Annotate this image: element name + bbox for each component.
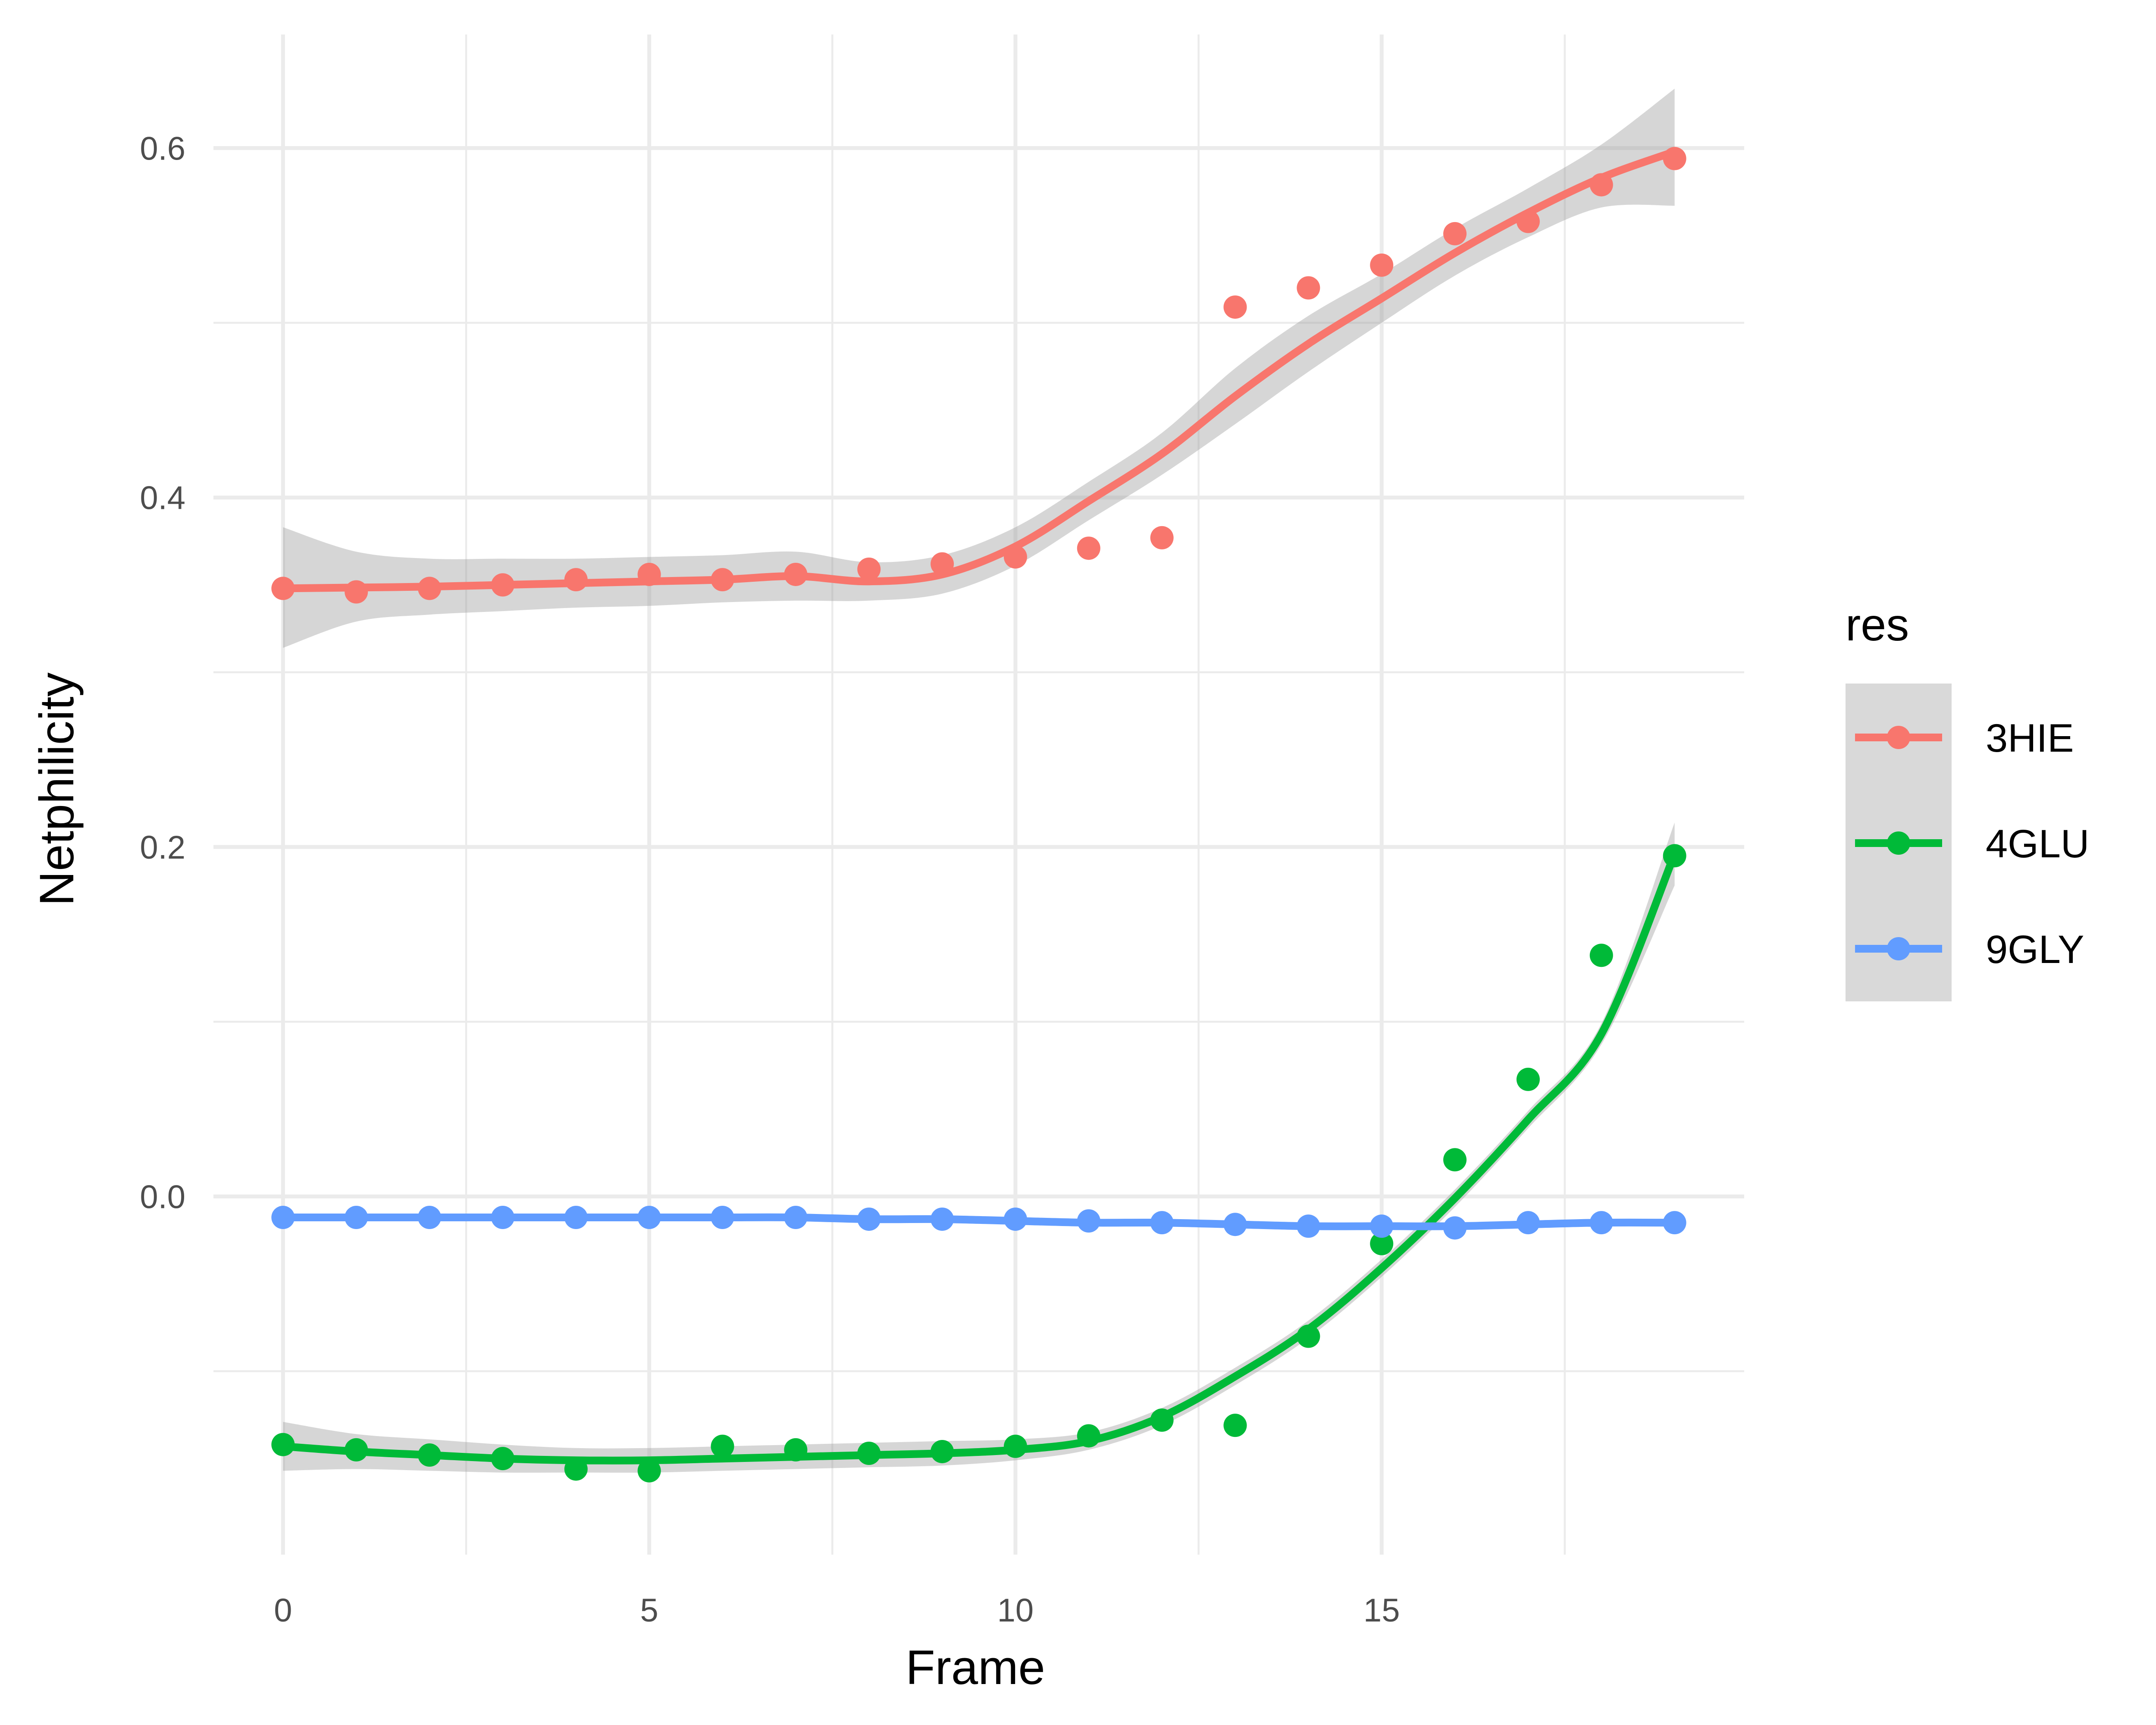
point-4glu	[1443, 1148, 1467, 1172]
point-9gly	[1370, 1214, 1394, 1238]
x-tick-label: 15	[1363, 1592, 1400, 1629]
point-9gly	[1150, 1211, 1174, 1235]
point-3hie	[1589, 173, 1613, 197]
point-3hie	[1663, 147, 1686, 170]
point-9gly	[637, 1206, 661, 1229]
point-9gly	[1003, 1208, 1027, 1231]
point-9gly	[1443, 1216, 1467, 1240]
point-3hie	[1223, 295, 1247, 319]
legend-point-4glu	[1887, 831, 1910, 855]
point-4glu	[711, 1434, 734, 1458]
point-9gly	[931, 1208, 954, 1231]
smooth-lines	[282, 148, 1678, 1465]
point-3hie	[564, 568, 588, 592]
point-4glu	[1516, 1067, 1540, 1091]
point-3hie	[345, 580, 368, 604]
point-4glu	[271, 1433, 295, 1456]
point-4glu	[637, 1459, 661, 1483]
point-3hie	[418, 577, 442, 600]
legend-point-3hie	[1887, 726, 1910, 749]
y-tick-label: 0.0	[140, 1179, 185, 1215]
point-3hie	[1370, 253, 1394, 277]
point-9gly	[1516, 1211, 1540, 1235]
point-4glu	[931, 1440, 954, 1463]
confidence-bands	[283, 88, 1675, 1473]
point-3hie	[1077, 536, 1100, 560]
legend-item-4glu: 4GLU	[1855, 822, 2089, 866]
point-3hie	[1516, 210, 1540, 233]
line-3hie	[283, 148, 1676, 593]
point-9gly	[491, 1206, 514, 1229]
point-4glu	[564, 1457, 588, 1481]
point-3hie	[711, 568, 734, 592]
y-tick-label: 0.2	[140, 829, 185, 866]
y-tick-label: 0.4	[140, 480, 185, 517]
minor-gridlines	[213, 34, 1744, 1555]
point-3hie	[931, 552, 954, 576]
point-9gly	[1589, 1211, 1613, 1235]
point-4glu	[1223, 1414, 1247, 1437]
point-9gly	[1663, 1211, 1686, 1235]
legend: res 3HIE 4GLU 9GLY	[1846, 599, 2089, 1001]
point-4glu	[784, 1438, 808, 1462]
point-4glu	[1370, 1232, 1394, 1255]
y-tick-labels: 0.0 0.2 0.4 0.6	[140, 130, 185, 1215]
x-tick-label: 5	[640, 1592, 658, 1629]
point-3hie	[271, 577, 295, 600]
point-4glu	[1297, 1324, 1320, 1348]
point-3hie	[1297, 276, 1320, 300]
point-3hie	[1003, 545, 1027, 569]
legend-point-9gly	[1887, 937, 1910, 960]
point-4glu	[1003, 1434, 1027, 1458]
y-tick-label: 0.6	[140, 130, 185, 167]
point-4glu	[418, 1443, 442, 1467]
point-3hie	[857, 557, 881, 581]
point-9gly	[1297, 1214, 1320, 1238]
point-9gly	[857, 1208, 881, 1231]
point-4glu	[857, 1442, 881, 1465]
point-9gly	[564, 1206, 588, 1229]
point-9gly	[711, 1206, 734, 1229]
band-4glu	[283, 822, 1675, 1473]
legend-title: res	[1846, 599, 1909, 650]
point-3hie	[784, 562, 808, 586]
point-3hie	[491, 573, 514, 597]
data-points	[271, 147, 1686, 1483]
legend-label-4glu: 4GLU	[1986, 822, 2089, 866]
point-9gly	[418, 1206, 442, 1229]
x-axis-title: Frame	[906, 1640, 1045, 1694]
point-4glu	[491, 1447, 514, 1471]
point-9gly	[1077, 1209, 1100, 1233]
y-axis-title: Netphilicity	[30, 672, 84, 906]
legend-items: 3HIE 4GLU 9GLY	[1855, 716, 2089, 972]
major-gridlines	[213, 34, 1744, 1555]
point-4glu	[345, 1438, 368, 1462]
point-9gly	[784, 1206, 808, 1229]
x-tick-labels: 0 5 10 15	[274, 1592, 1400, 1629]
point-3hie	[1150, 526, 1174, 549]
point-4glu	[1150, 1408, 1174, 1432]
point-3hie	[637, 562, 661, 586]
point-9gly	[1223, 1213, 1247, 1236]
point-3hie	[1443, 222, 1467, 245]
legend-label-3hie: 3HIE	[1986, 716, 2074, 760]
point-9gly	[345, 1206, 368, 1229]
point-9gly	[271, 1206, 295, 1229]
legend-label-9gly: 9GLY	[1986, 928, 2084, 972]
legend-item-9gly: 9GLY	[1855, 928, 2084, 972]
x-tick-label: 10	[997, 1592, 1034, 1629]
point-4glu	[1077, 1424, 1100, 1448]
point-4glu	[1663, 844, 1686, 868]
legend-item-3hie: 3HIE	[1855, 716, 2074, 760]
point-4glu	[1589, 944, 1613, 967]
x-tick-label: 0	[274, 1592, 292, 1629]
